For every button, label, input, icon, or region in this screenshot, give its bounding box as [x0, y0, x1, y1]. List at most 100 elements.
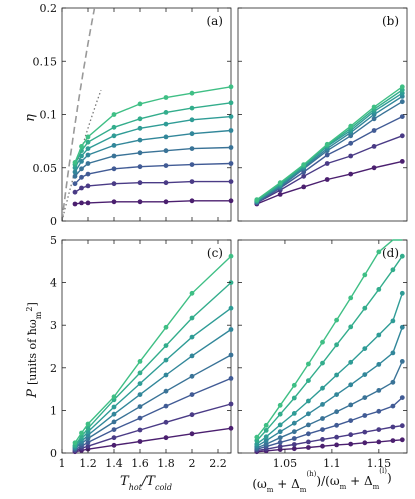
y-tick-label: 2 [50, 362, 57, 375]
data-point [362, 305, 368, 311]
data-point [85, 161, 91, 166]
data-point [291, 382, 297, 388]
data-point [228, 198, 234, 204]
data-point [324, 161, 330, 166]
data-point [85, 134, 91, 140]
data-point [79, 430, 84, 436]
x-tick-label: 2.2 [209, 457, 227, 470]
data-point [320, 437, 325, 442]
data-point [111, 435, 117, 441]
data-point [189, 179, 195, 185]
data-point [399, 395, 405, 400]
data-point [137, 415, 143, 421]
data-point [228, 84, 234, 90]
data-point [189, 315, 195, 321]
data-point [85, 200, 91, 206]
x-axis-label-part: T [120, 474, 130, 489]
data-point [324, 177, 330, 182]
data-point [228, 425, 234, 431]
data-point [376, 332, 382, 338]
data-point [79, 159, 84, 164]
data-point [111, 112, 117, 117]
series-line-5 [256, 327, 403, 447]
data-point [334, 392, 339, 397]
x-axis-label-part: )/(ω [316, 474, 339, 488]
x-tick-label: 1 [59, 457, 66, 470]
data-point [320, 339, 325, 345]
data-point [291, 446, 297, 452]
data-point [306, 422, 311, 428]
y-tick-label: 4 [50, 277, 57, 290]
data-point [228, 305, 234, 311]
data-point [376, 388, 382, 393]
y-axis-label-part: 2 [25, 307, 34, 312]
x-tick-label: 2 [189, 457, 196, 470]
x-tick-label: 1.15 [367, 457, 392, 470]
data-point [79, 185, 84, 191]
data-point [163, 180, 169, 186]
data-point [228, 179, 234, 185]
data-point [324, 152, 330, 158]
data-point [277, 192, 283, 197]
data-point [111, 153, 117, 159]
data-point [348, 432, 354, 438]
data-point [163, 199, 169, 205]
data-point [189, 105, 195, 111]
data-point [376, 249, 382, 255]
x-tick-label: 1.2 [79, 457, 97, 470]
data-point [228, 376, 234, 381]
data-point [79, 166, 84, 172]
data-point [263, 441, 269, 447]
data-point [137, 150, 143, 156]
data-point [85, 421, 91, 427]
x-tick-label: 1.1 [323, 457, 341, 470]
data-point [334, 317, 339, 323]
data-point [390, 350, 396, 356]
data-point [348, 324, 354, 330]
data-point [301, 184, 307, 190]
x-axis-label-part: m [340, 483, 347, 491]
y-axis-label-power: P [units of ħωm2] [25, 302, 43, 399]
data-point [137, 392, 143, 397]
data-point [277, 422, 283, 428]
data-point [320, 416, 325, 421]
data-point [137, 427, 143, 433]
data-point [85, 425, 91, 431]
y-tick-label: 0.1 [40, 109, 58, 122]
data-point [254, 197, 260, 203]
data-point [348, 123, 354, 129]
data-point [137, 199, 143, 205]
data-point [348, 153, 354, 159]
data-point [371, 144, 377, 149]
data-point [362, 440, 368, 446]
data-point [163, 343, 169, 348]
data-point [399, 84, 405, 90]
data-point [306, 431, 311, 437]
data-point [362, 346, 368, 351]
data-point [277, 444, 283, 449]
data-point [163, 403, 169, 409]
data-point [85, 436, 91, 441]
data-point [189, 392, 195, 397]
data-point [163, 95, 169, 100]
data-point [163, 110, 169, 115]
data-point [376, 408, 382, 414]
y-axis-label-eta: η [23, 114, 38, 122]
data-point [163, 121, 169, 127]
series-line-1 [74, 200, 231, 205]
data-point [291, 436, 297, 441]
y-tick-label: 5 [50, 234, 57, 247]
data-point [189, 373, 195, 379]
data-point [263, 438, 269, 443]
data-point [85, 139, 91, 145]
data-point [189, 290, 195, 296]
data-point [306, 445, 311, 450]
data-point [306, 439, 311, 445]
data-point [137, 125, 143, 131]
data-point [399, 423, 405, 429]
data-point [399, 114, 405, 119]
panel-d: 1.05 1.1 1.15 (d) [237, 239, 408, 470]
data-point [348, 140, 354, 146]
data-point [376, 439, 382, 445]
data-point [376, 362, 382, 367]
